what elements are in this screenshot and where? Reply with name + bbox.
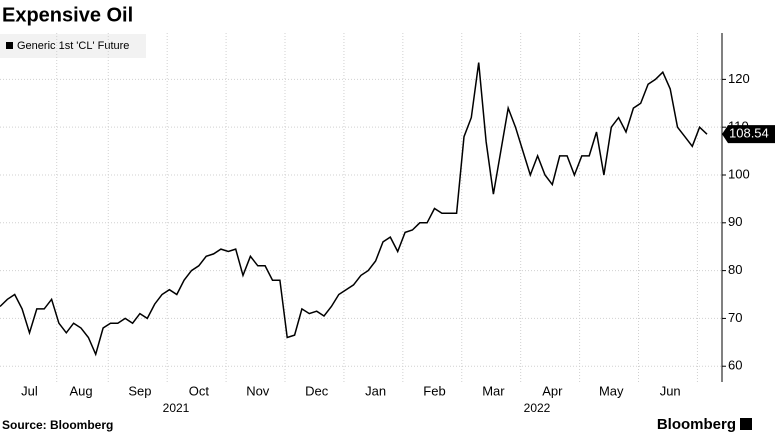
x-tick-label: Mar <box>482 383 505 398</box>
x-tick-label: May <box>599 383 624 398</box>
legend-swatch <box>6 42 13 49</box>
x-tick-label: Feb <box>423 383 445 398</box>
x-tick-label: Oct <box>189 383 210 398</box>
x-tick-label: Jul <box>21 383 38 398</box>
line <box>0 62 708 357</box>
x-tick-label: Aug <box>69 383 92 398</box>
x-tick-label: Jan <box>365 383 386 398</box>
x-tick-label: Sep <box>128 383 151 398</box>
chart-title: Expensive Oil <box>2 4 133 26</box>
brand-icon <box>740 418 752 430</box>
y-tick-label: 90 <box>728 214 742 229</box>
x-tick-label: Dec <box>305 383 329 398</box>
x-tick-label: Jun <box>660 383 681 398</box>
y-tick-label: 70 <box>728 310 742 325</box>
last-value-label: 108.54 <box>729 126 769 141</box>
year-label: 2021 <box>163 401 190 415</box>
brand: Bloomberg <box>657 416 736 433</box>
y-tick-label: 120 <box>728 71 750 86</box>
legend-label: Generic 1st 'CL' Future <box>17 40 129 52</box>
year-label: 2022 <box>524 401 551 415</box>
x-tick-label: Apr <box>542 383 563 398</box>
legend-box <box>0 34 146 58</box>
x-tick-label: Nov <box>246 383 270 398</box>
source: Source: Bloomberg <box>2 418 113 432</box>
last-value-tag <box>722 125 775 144</box>
y-tick-label: 80 <box>728 262 742 277</box>
y-tick-label: 100 <box>728 166 750 181</box>
y-tick-label: 60 <box>728 358 742 373</box>
